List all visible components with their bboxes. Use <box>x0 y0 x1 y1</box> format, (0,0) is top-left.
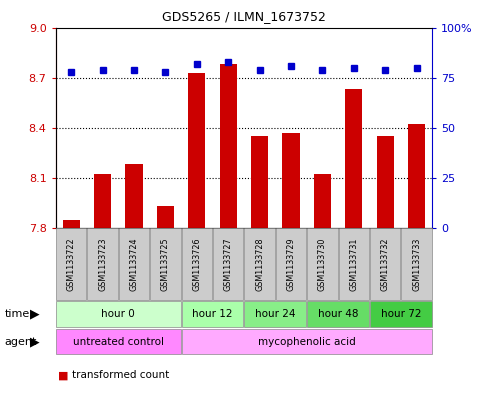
Text: transformed count: transformed count <box>72 370 170 380</box>
Text: hour 48: hour 48 <box>318 309 358 320</box>
Bar <box>220 64 237 228</box>
Text: GSM1133732: GSM1133732 <box>381 237 390 291</box>
Text: GSM1133725: GSM1133725 <box>161 237 170 291</box>
Bar <box>345 89 362 228</box>
Bar <box>94 174 111 228</box>
Bar <box>188 73 205 228</box>
Bar <box>314 174 331 228</box>
Bar <box>377 136 394 228</box>
Bar <box>126 164 142 228</box>
Text: ▶: ▶ <box>30 308 40 321</box>
Bar <box>283 133 299 228</box>
Text: GSM1133731: GSM1133731 <box>349 238 358 291</box>
Text: hour 0: hour 0 <box>101 309 135 320</box>
Text: ■: ■ <box>58 370 69 380</box>
Text: untreated control: untreated control <box>73 337 164 347</box>
Text: agent: agent <box>5 337 37 347</box>
Text: GSM1133729: GSM1133729 <box>286 237 296 291</box>
Text: GSM1133733: GSM1133733 <box>412 238 421 291</box>
Text: hour 24: hour 24 <box>255 309 296 320</box>
Text: time: time <box>5 309 30 320</box>
Bar <box>63 220 80 228</box>
Text: ▶: ▶ <box>30 335 40 349</box>
Text: GSM1133730: GSM1133730 <box>318 238 327 291</box>
Text: hour 72: hour 72 <box>381 309 421 320</box>
Text: hour 12: hour 12 <box>192 309 233 320</box>
Bar <box>157 206 174 228</box>
Text: GSM1133728: GSM1133728 <box>255 237 264 291</box>
Text: GSM1133727: GSM1133727 <box>224 237 233 291</box>
Text: GSM1133723: GSM1133723 <box>98 237 107 291</box>
Bar <box>408 124 425 228</box>
Text: mycophenolic acid: mycophenolic acid <box>258 337 355 347</box>
Text: GSM1133726: GSM1133726 <box>192 237 201 291</box>
Bar <box>251 136 268 228</box>
Text: GSM1133722: GSM1133722 <box>67 237 76 291</box>
Text: GSM1133724: GSM1133724 <box>129 237 139 291</box>
Text: GDS5265 / ILMN_1673752: GDS5265 / ILMN_1673752 <box>162 10 326 23</box>
